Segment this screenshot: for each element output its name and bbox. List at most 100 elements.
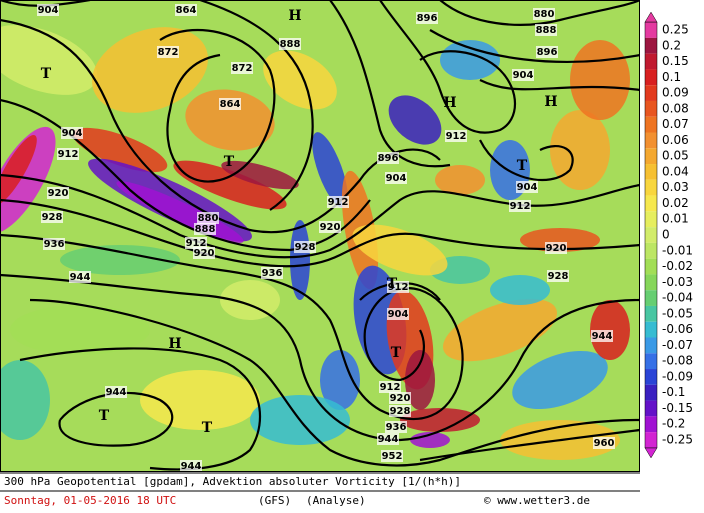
colorbar-label: 0.25: [662, 23, 689, 37]
colorbar-label: -0.07: [662, 338, 693, 352]
contour-label-box: [535, 24, 557, 36]
contour-label-box: [445, 130, 467, 142]
colorbar-arrow: [644, 11, 658, 23]
contour-label: 904: [38, 5, 59, 16]
contour-label: 928: [42, 212, 63, 223]
footer-date: Sonntag, 01-05-2016 18 UTC: [4, 494, 176, 507]
colorbar-swatch: [645, 290, 657, 306]
contour-label: 928: [548, 271, 569, 282]
contour-label: 896: [417, 13, 438, 24]
contour-label: 912: [186, 238, 207, 249]
colorbar-swatch: [645, 100, 657, 117]
vorticity-area: [400, 408, 480, 432]
contour-label-box: [175, 4, 197, 16]
pressure-system: T: [517, 158, 528, 174]
contour-label-box: [69, 271, 91, 283]
colorbar-label: 0.09: [662, 86, 689, 100]
contour-label-box: [57, 148, 79, 160]
contour-label-box: [377, 152, 399, 164]
colorbar: 0.250.2 0.15 0.1 0.090.08 0.07 0.06 0.050.04 0.…: [644, 11, 693, 459]
vorticity-area: [388, 95, 442, 145]
colorbar-swatch: [645, 274, 657, 291]
colorbar-label: 0.06: [662, 133, 689, 147]
colorbar-swatch: [645, 85, 657, 101]
contour-label: 928: [390, 406, 411, 417]
colorbar-swatch: [645, 164, 657, 180]
contour-label: 904: [513, 70, 534, 81]
contour-label: 936: [262, 268, 283, 279]
vorticity-area: [173, 160, 287, 210]
footer-model: (GFS): [258, 494, 291, 507]
colorbar-label: 0.04: [662, 164, 689, 178]
colorbar-label: 0.05: [662, 149, 689, 163]
contour-label-box: [509, 200, 531, 212]
pressure-system: T: [99, 408, 110, 424]
contour-label-box: [193, 247, 215, 259]
contour-label: 944: [378, 434, 399, 445]
colorbar-swatch: [645, 400, 657, 417]
contour-label-box: [416, 12, 438, 24]
contour-label: 888: [536, 25, 557, 36]
footer-credit: © www.wetter3.de: [484, 494, 590, 507]
contour-label: 936: [44, 239, 65, 250]
contour-label: 944: [70, 272, 91, 283]
colorbar-label: -0.09: [662, 369, 693, 383]
contour-label: 920: [390, 393, 411, 404]
vorticity-area: [352, 224, 448, 276]
contour-label-box: [385, 421, 407, 433]
map-labels: 904 864 8808968888728888968729048649049129…: [37, 4, 615, 472]
contour-label: 888: [195, 224, 216, 235]
contour-label-box: [157, 46, 179, 58]
colorbar-label: -0.1: [662, 385, 685, 399]
contour-label-box: [43, 238, 65, 250]
pressure-system: H: [288, 8, 301, 24]
contour-label: 920: [546, 243, 567, 254]
contour-label: 864: [220, 99, 241, 110]
vorticity-area: [91, 27, 209, 113]
vorticity-area: [290, 220, 310, 300]
vorticity-area: [550, 110, 610, 190]
vorticity-area: [185, 89, 275, 151]
contour-label-box: [512, 69, 534, 81]
colorbar-label: -0.02: [662, 259, 693, 273]
vorticity-area: [312, 132, 348, 208]
colorbar-label: 0.01: [662, 212, 689, 226]
contour-label: 912: [388, 282, 409, 293]
vorticity-area: [490, 275, 550, 305]
contour-label-box: [387, 281, 409, 293]
contour-label-box: [591, 330, 613, 342]
colorbar-frame: [644, 21, 658, 449]
contour-label-box: [389, 405, 411, 417]
contour-label-box: [279, 38, 301, 50]
vorticity-area: [263, 50, 337, 110]
vorticity-area: [0, 135, 37, 205]
contour-label-box: [327, 196, 349, 208]
contour-label-box: [294, 241, 316, 253]
colorbar-swatch: [645, 37, 657, 54]
footer-run: (Analyse): [306, 494, 366, 507]
colorbar-swatch: [645, 337, 657, 354]
contour-label: 904: [62, 128, 83, 139]
colorbar-swatch: [645, 69, 657, 86]
contour-label: 880: [534, 9, 555, 20]
contour-label: 904: [388, 309, 409, 320]
vorticity-area: [440, 40, 500, 80]
contour-label: 936: [386, 422, 407, 433]
contour-label-box: [387, 308, 409, 320]
vorticity-area: [0, 25, 98, 95]
colorbar-swatch: [645, 116, 657, 133]
contour-label: 952: [382, 451, 403, 462]
contour-label: 912: [510, 201, 531, 212]
contour-label: 896: [537, 47, 558, 58]
colorbar-swatch: [645, 305, 657, 322]
contour-label-box: [533, 8, 555, 20]
contour-label: 920: [48, 188, 69, 199]
colorbar-swatch: [645, 211, 657, 228]
colorbar-swatch: [645, 179, 657, 196]
contour-label-box: [536, 46, 558, 58]
colorbar-label: 0.15: [662, 54, 689, 68]
colorbar-label: 0.2: [662, 38, 681, 52]
vorticity-area: [140, 370, 260, 430]
colorbar-label: -0.03: [662, 275, 693, 289]
colorbar-label: 0.08: [662, 101, 689, 115]
